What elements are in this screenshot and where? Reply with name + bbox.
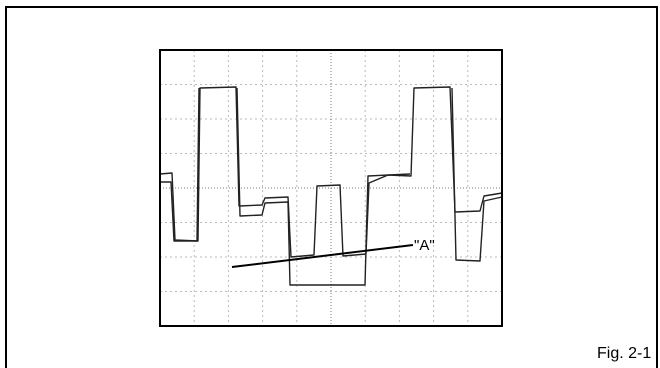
figure: "A" Fig. 2-1 [0,0,660,368]
caption: Fig. 2-1 [597,345,651,362]
annotation: "A" [414,237,435,254]
scope-screen [160,50,502,326]
